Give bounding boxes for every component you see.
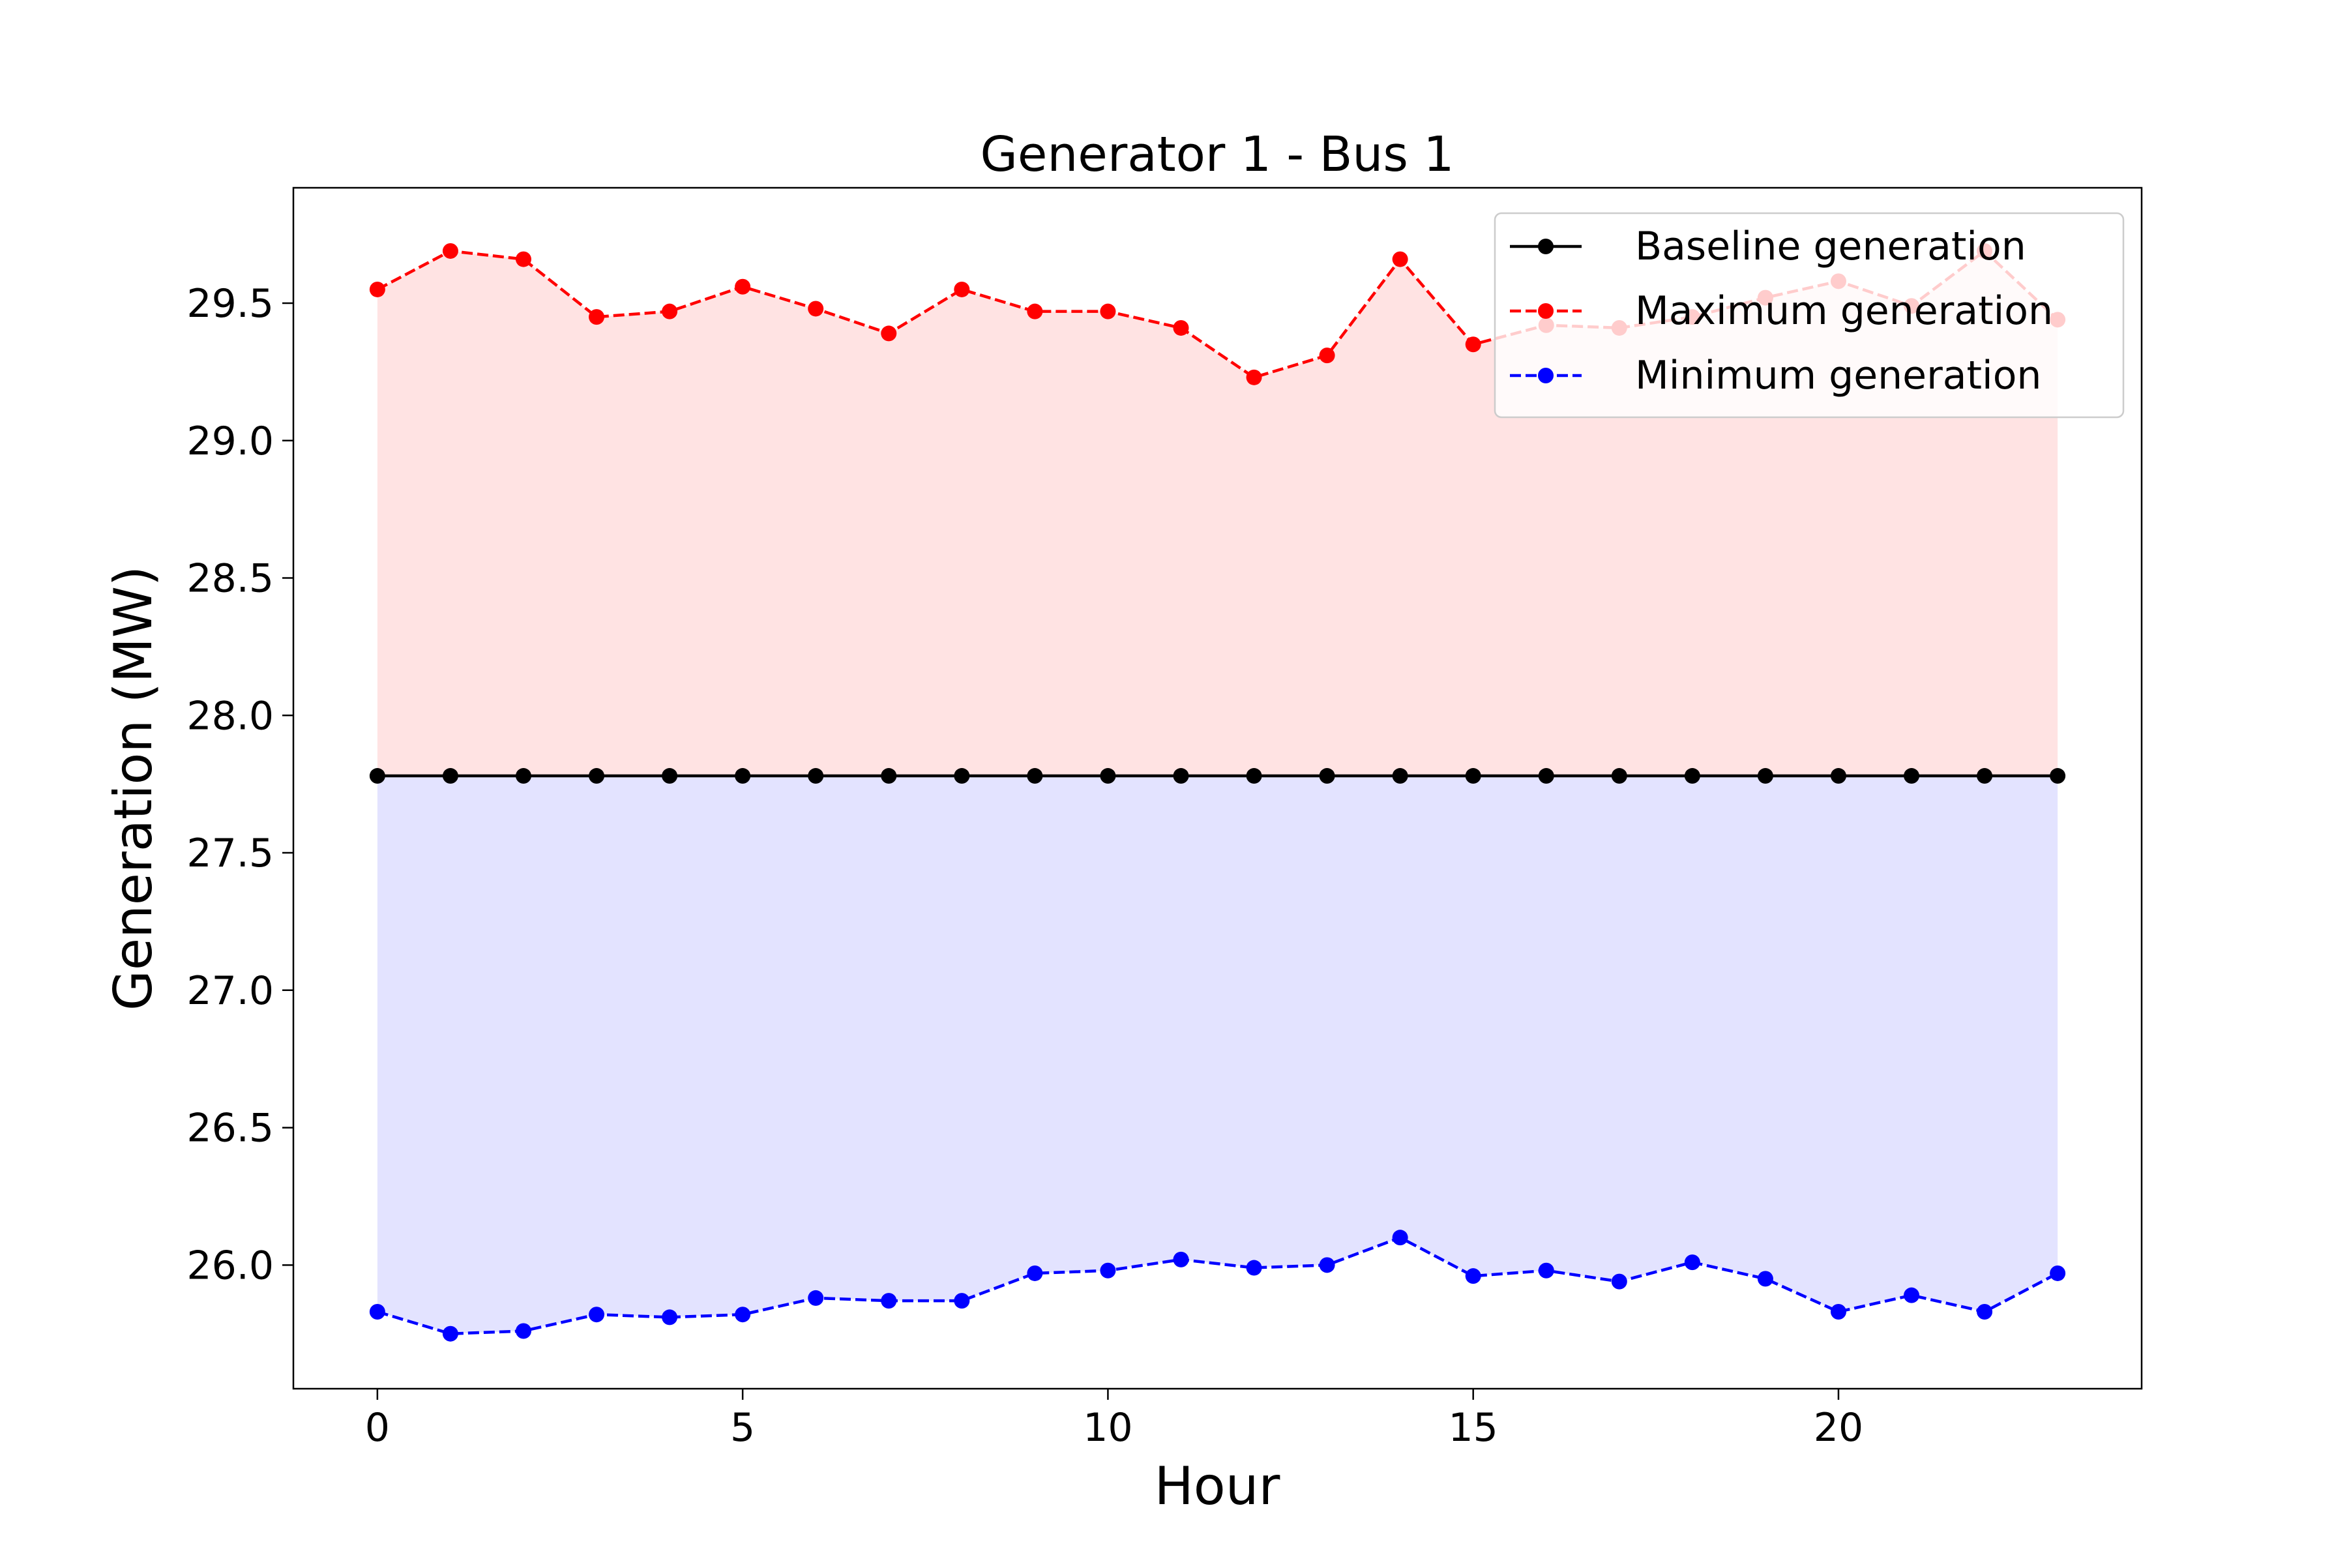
data-point-maximum-generation xyxy=(662,303,678,319)
data-point-baseline-generation xyxy=(1830,768,1846,784)
data-point-maximum-generation xyxy=(1319,348,1335,364)
data-point-baseline-generation xyxy=(369,768,385,784)
series-line-minimum-generation xyxy=(377,1235,2059,1335)
legend-item-maximum: Maximum generation xyxy=(1510,288,2053,334)
x-tick-label: 0 xyxy=(365,1405,390,1451)
data-point-baseline-generation xyxy=(515,768,531,784)
data-point-minimum-generation xyxy=(1757,1271,1773,1287)
data-point-minimum-generation xyxy=(1392,1230,1408,1246)
data-point-minimum-generation xyxy=(1246,1260,1262,1276)
data-point-minimum-generation xyxy=(589,1307,605,1323)
data-point-baseline-generation xyxy=(954,768,970,784)
x-axis-label: Hour xyxy=(1155,1456,1280,1516)
data-point-baseline-generation xyxy=(1757,768,1773,784)
data-point-baseline-generation xyxy=(1100,768,1116,784)
x-tick-label: 20 xyxy=(1814,1405,1863,1451)
data-point-maximum-generation xyxy=(954,281,970,297)
x-axis-ticks: 0 5 10 15 20 xyxy=(365,1389,1863,1451)
data-point-minimum-generation xyxy=(808,1290,824,1306)
legend-label-baseline: Baseline generation xyxy=(1635,224,2026,269)
data-point-baseline-generation xyxy=(1392,768,1408,784)
data-point-baseline-generation xyxy=(1684,768,1700,784)
data-point-minimum-generation xyxy=(662,1309,678,1325)
x-tick-label: 10 xyxy=(1083,1405,1132,1451)
y-tick-label: 29.5 xyxy=(186,281,274,327)
data-point-minimum-generation xyxy=(1830,1303,1846,1320)
data-point-minimum-generation xyxy=(515,1323,531,1339)
legend-label-minimum: Minimum generation xyxy=(1635,353,2041,398)
x-tick-label: 5 xyxy=(730,1405,755,1451)
data-point-minimum-generation xyxy=(442,1325,458,1342)
data-point-maximum-generation xyxy=(1027,303,1043,319)
data-point-maximum-generation xyxy=(735,278,751,295)
data-point-baseline-generation xyxy=(1977,768,1993,784)
data-point-maximum-generation xyxy=(881,325,897,342)
data-point-baseline-generation xyxy=(1027,768,1043,784)
data-point-minimum-generation xyxy=(2050,1265,2066,1281)
data-point-minimum-generation xyxy=(1904,1287,1920,1303)
data-point-baseline-generation xyxy=(442,768,458,784)
legend-box xyxy=(1494,212,2125,419)
data-point-maximum-generation xyxy=(442,243,458,259)
data-point-baseline-generation xyxy=(662,768,678,784)
data-point-maximum-generation xyxy=(1392,251,1408,267)
data-point-minimum-generation xyxy=(1100,1262,1116,1279)
y-tick-label: 28.5 xyxy=(186,556,274,602)
data-point-baseline-generation xyxy=(1904,768,1920,784)
data-point-maximum-generation xyxy=(369,281,385,297)
legend-item-minimum: Minimum generation xyxy=(1510,353,2041,398)
data-point-baseline-generation xyxy=(735,768,751,784)
data-point-maximum-generation xyxy=(589,309,605,325)
fill-band-1 xyxy=(377,776,2058,1334)
data-point-minimum-generation xyxy=(1977,1303,1993,1320)
y-tick-label: 26.5 xyxy=(186,1106,274,1151)
data-point-maximum-generation xyxy=(1173,319,1189,336)
data-point-baseline-generation xyxy=(1465,768,1481,784)
data-point-maximum-generation xyxy=(515,251,531,267)
legend-label-maximum: Maximum generation xyxy=(1635,288,2053,334)
data-point-minimum-generation xyxy=(735,1307,751,1323)
y-tick-label: 29.0 xyxy=(186,419,274,464)
data-point-minimum-generation xyxy=(369,1303,385,1320)
series-markers xyxy=(369,243,2066,1342)
data-point-minimum-generation xyxy=(1319,1257,1335,1273)
data-point-minimum-generation xyxy=(1684,1254,1700,1271)
data-point-baseline-generation xyxy=(1173,768,1189,784)
y-tick-label: 28.0 xyxy=(186,693,274,739)
data-point-baseline-generation xyxy=(881,768,897,784)
data-point-minimum-generation xyxy=(1538,1262,1554,1279)
data-point-maximum-generation xyxy=(1100,303,1116,319)
data-point-minimum-generation xyxy=(1611,1273,1627,1290)
data-point-baseline-generation xyxy=(1246,768,1262,784)
y-tick-label: 27.0 xyxy=(186,968,274,1014)
data-point-baseline-generation xyxy=(1538,768,1554,784)
data-point-minimum-generation xyxy=(1173,1251,1189,1267)
y-axis-ticks: 26.0 26.5 27.0 27.5 28.0 28.5 29.0 29.5 xyxy=(186,281,293,1288)
legend-item-baseline: Baseline generation xyxy=(1510,224,2026,269)
data-point-minimum-generation xyxy=(954,1293,970,1309)
data-point-minimum-generation xyxy=(881,1293,897,1309)
data-point-minimum-generation xyxy=(1465,1268,1481,1284)
y-tick-label: 27.5 xyxy=(186,831,274,876)
data-point-baseline-generation xyxy=(2050,768,2066,784)
y-axis-label: Generation (MW) xyxy=(103,566,164,1011)
data-point-baseline-generation xyxy=(1319,768,1335,784)
data-point-baseline-generation xyxy=(589,768,605,784)
data-point-baseline-generation xyxy=(1611,768,1627,784)
y-tick-label: 26.0 xyxy=(186,1243,274,1288)
data-point-maximum-generation xyxy=(1465,336,1481,353)
data-point-maximum-generation xyxy=(1246,369,1262,385)
chart-title: Generator 1 - Bus 1 xyxy=(981,126,1454,183)
x-tick-label: 15 xyxy=(1449,1405,1498,1451)
plot-frame xyxy=(292,186,2143,1390)
data-point-minimum-generation xyxy=(1027,1265,1043,1281)
legend: Baseline generation Maximum generation M… xyxy=(1494,212,2125,419)
data-point-baseline-generation xyxy=(808,768,824,784)
data-point-maximum-generation xyxy=(808,301,824,317)
